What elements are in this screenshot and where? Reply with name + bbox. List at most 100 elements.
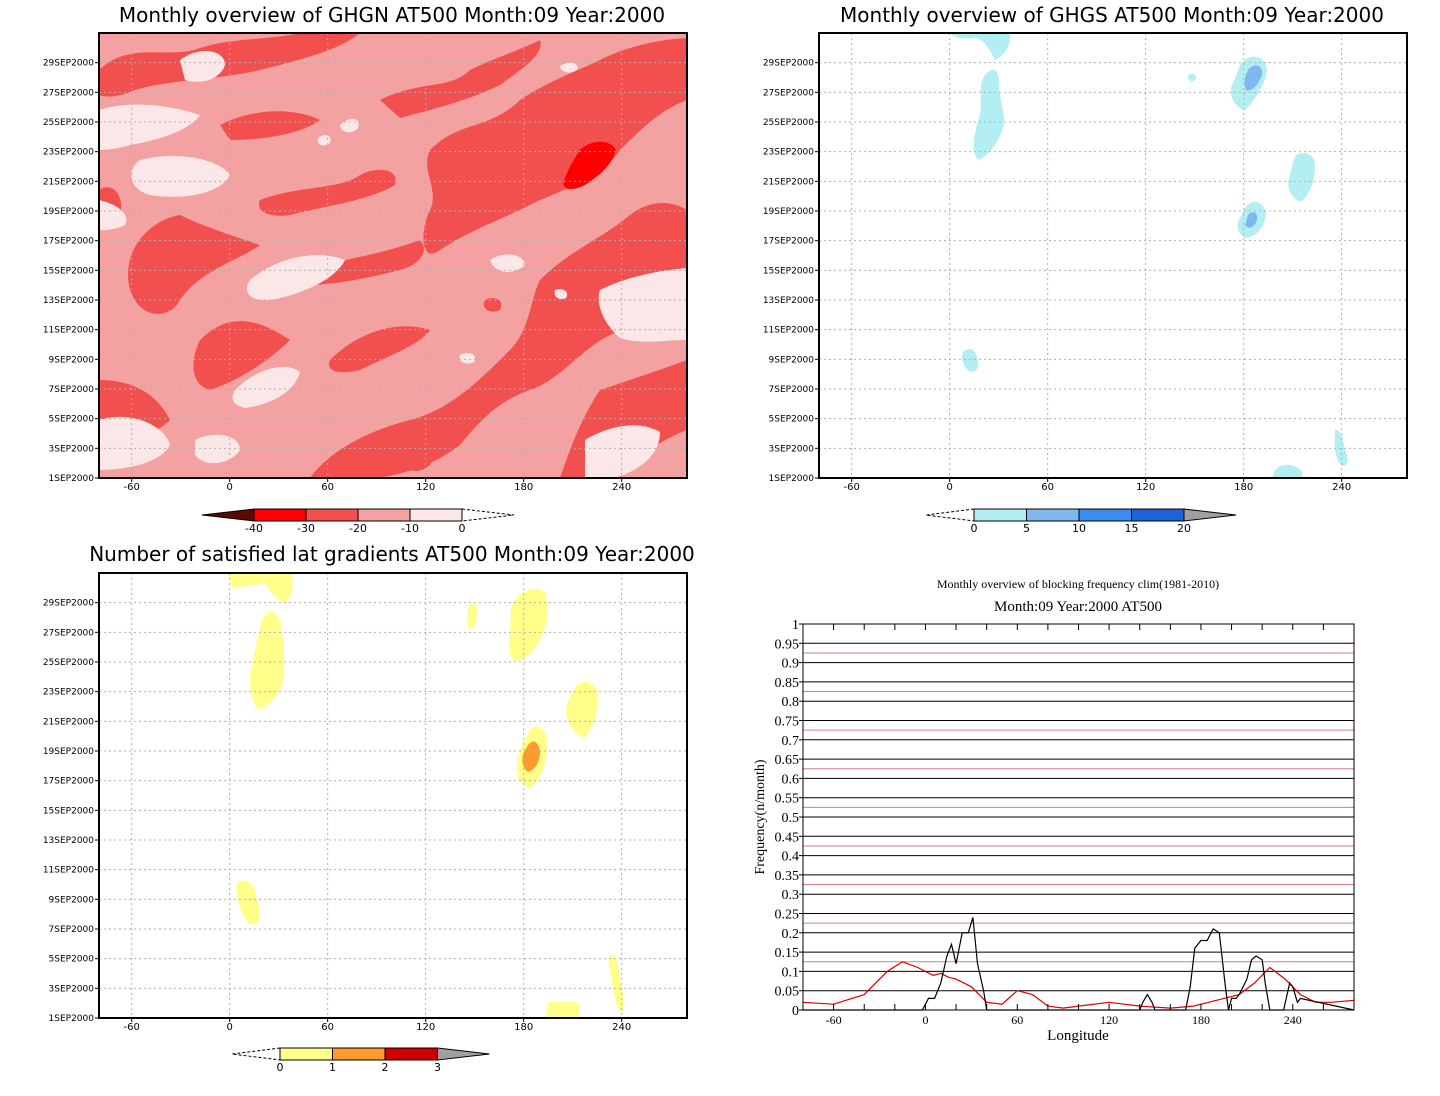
x-tick-label: -60: [123, 1022, 139, 1033]
frequency-gridlines: [803, 623, 1354, 1011]
y-tick-label: 0.45: [775, 830, 800, 845]
colorbar-label: 0: [971, 522, 978, 535]
y-tick-label: 11SEP2000: [763, 326, 814, 336]
colorbar-swatch: [357, 508, 411, 522]
x-tick-label: 120: [1100, 1013, 1118, 1027]
ghgs-y-ticks: 1SEP2000 3SEP2000 5SEP2000 7SEP2000 9SEP2000…: [763, 59, 819, 484]
y-tick-label: 23SEP2000: [763, 148, 814, 158]
ghgs-panel: Monthly overview of GHGS AT500 Month:09 …: [763, 3, 1408, 535]
x-tick-label: 0: [922, 1013, 928, 1027]
y-tick-label: 19SEP2000: [43, 207, 94, 217]
gradients-field: [99, 573, 687, 1018]
y-tick-label: 23SEP2000: [43, 148, 94, 158]
x-tick-label: -60: [123, 482, 139, 493]
y-tick-label: 1: [792, 618, 799, 633]
y-tick-label: 29SEP2000: [763, 59, 814, 69]
y-tick-label: 25SEP2000: [43, 658, 94, 668]
y-tick-label: 3SEP2000: [49, 984, 95, 994]
y-tick-label: 9SEP2000: [49, 355, 95, 365]
colorbar-swatch: [253, 508, 307, 522]
y-tick-label: 17SEP2000: [43, 777, 94, 787]
colorbar-label: -20: [349, 522, 367, 535]
x-tick-label: 240: [612, 1022, 631, 1033]
ghgn-panel: Monthly overview of GHGN AT500 Month:09 …: [43, 3, 688, 535]
colorbar-label: 15: [1125, 522, 1139, 535]
y-tick-label: 5SEP2000: [49, 415, 95, 425]
y-tick-label: 0.05: [775, 985, 800, 1000]
x-tick-label: 180: [1234, 482, 1253, 493]
colorbar-swatch: [1131, 508, 1185, 522]
year-series-line: [803, 917, 1355, 1011]
x-tick-label: 180: [514, 482, 533, 493]
y-tick-label: 27SEP2000: [43, 88, 94, 98]
y-tick-label: 0.9: [782, 657, 800, 672]
x-tick-label: 240: [612, 482, 631, 493]
gradients-panel: Number of satisfied lat gradients AT500 …: [43, 542, 695, 1074]
colorbar-label: -40: [245, 522, 263, 535]
colorbar-label: 5: [1023, 522, 1030, 535]
colorbar-label: 0: [459, 522, 466, 535]
gradients-colorbar: 0 1 2 3: [231, 1047, 490, 1074]
gradients-y-ticks: 1SEP2000 3SEP2000 5SEP2000 7SEP2000 9SEP2000…: [43, 599, 99, 1024]
x-tick-label: 0: [946, 482, 952, 493]
y-tick-label: 15SEP2000: [43, 266, 94, 276]
ghgs-field: [819, 33, 1407, 478]
y-tick-label: 19SEP2000: [43, 747, 94, 757]
y-tick-label: 19SEP2000: [763, 207, 814, 217]
y-tick-label: 17SEP2000: [763, 237, 814, 247]
x-tick-label: 120: [1136, 482, 1155, 493]
y-tick-label: 9SEP2000: [49, 895, 95, 905]
y-tick-label: 21SEP2000: [763, 177, 814, 187]
y-tick-label: 17SEP2000: [43, 237, 94, 247]
frequency-subtitle: Month:09 Year:2000 AT500: [994, 599, 1162, 615]
y-tick-label: 0.1: [782, 965, 800, 980]
y-tick-label: 0.4: [782, 850, 800, 865]
colorbar-label: 0: [277, 1061, 284, 1074]
gradients-x-ticks: -60 0 60 120 180 240: [123, 1018, 631, 1033]
y-tick-label: 25SEP2000: [763, 118, 814, 128]
y-tick-label: 1SEP2000: [49, 474, 95, 484]
y-tick-label: 29SEP2000: [43, 59, 94, 69]
colorbar-swatch: [1026, 508, 1080, 522]
frequency-panel: Monthly overview of blocking frequency c…: [753, 577, 1355, 1044]
gradients-title: Number of satisfied lat gradients AT500 …: [89, 542, 695, 566]
ghgs-frame: [818, 32, 1408, 479]
y-tick-label: 1SEP2000: [49, 1014, 95, 1024]
ghgn-gridlines: [99, 33, 687, 478]
colorbar-label: -30: [297, 522, 315, 535]
y-tick-label: 0.75: [775, 715, 800, 730]
y-tick-label: 25SEP2000: [43, 118, 94, 128]
frequency-ylabel: Frequency(n/month): [753, 759, 768, 874]
x-tick-label: 60: [1011, 1013, 1023, 1027]
y-tick-label: 27SEP2000: [763, 88, 814, 98]
y-tick-label: 3SEP2000: [769, 444, 815, 454]
y-tick-label: 15SEP2000: [763, 266, 814, 276]
y-tick-label: 9SEP2000: [769, 355, 815, 365]
y-tick-label: 5SEP2000: [49, 955, 95, 965]
ghgs-gridlines: [819, 33, 1407, 478]
y-tick-label: 0.95: [775, 637, 800, 652]
y-tick-label: 11SEP2000: [43, 326, 94, 336]
x-tick-label: 240: [1284, 1013, 1302, 1027]
ghgn-y-ticks: 1SEP2000 3SEP2000 5SEP2000 7SEP2000 9SEP2000…: [43, 59, 99, 484]
x-tick-label: 0: [226, 482, 232, 493]
colorbar-swatch: [332, 1047, 386, 1061]
y-tick-label: 0.15: [775, 946, 800, 961]
colorbar-label: 3: [434, 1061, 441, 1074]
colorbar-triangle: [201, 508, 255, 522]
ghgn-colorbar: -40 -30 -20 -10 0: [201, 508, 515, 535]
ghgs-x-ticks: -60 0 60 120 180 240: [843, 478, 1351, 493]
y-tick-label: 7SEP2000: [49, 925, 95, 935]
y-tick-label: 23SEP2000: [43, 688, 94, 698]
colorbar-triangle: [437, 1047, 490, 1061]
colorbar-triangle: [231, 1047, 281, 1061]
colorbar-swatch: [1078, 508, 1132, 522]
y-tick-label: 5SEP2000: [769, 415, 815, 425]
y-tick-label: 0.5: [782, 811, 800, 826]
x-tick-label: -60: [843, 482, 859, 493]
y-tick-label: 0: [792, 1004, 799, 1019]
y-tick-label: 29SEP2000: [43, 599, 94, 609]
x-tick-label: 60: [1041, 482, 1054, 493]
y-tick-label: 21SEP2000: [43, 177, 94, 187]
y-tick-label: 0.7: [782, 734, 800, 749]
